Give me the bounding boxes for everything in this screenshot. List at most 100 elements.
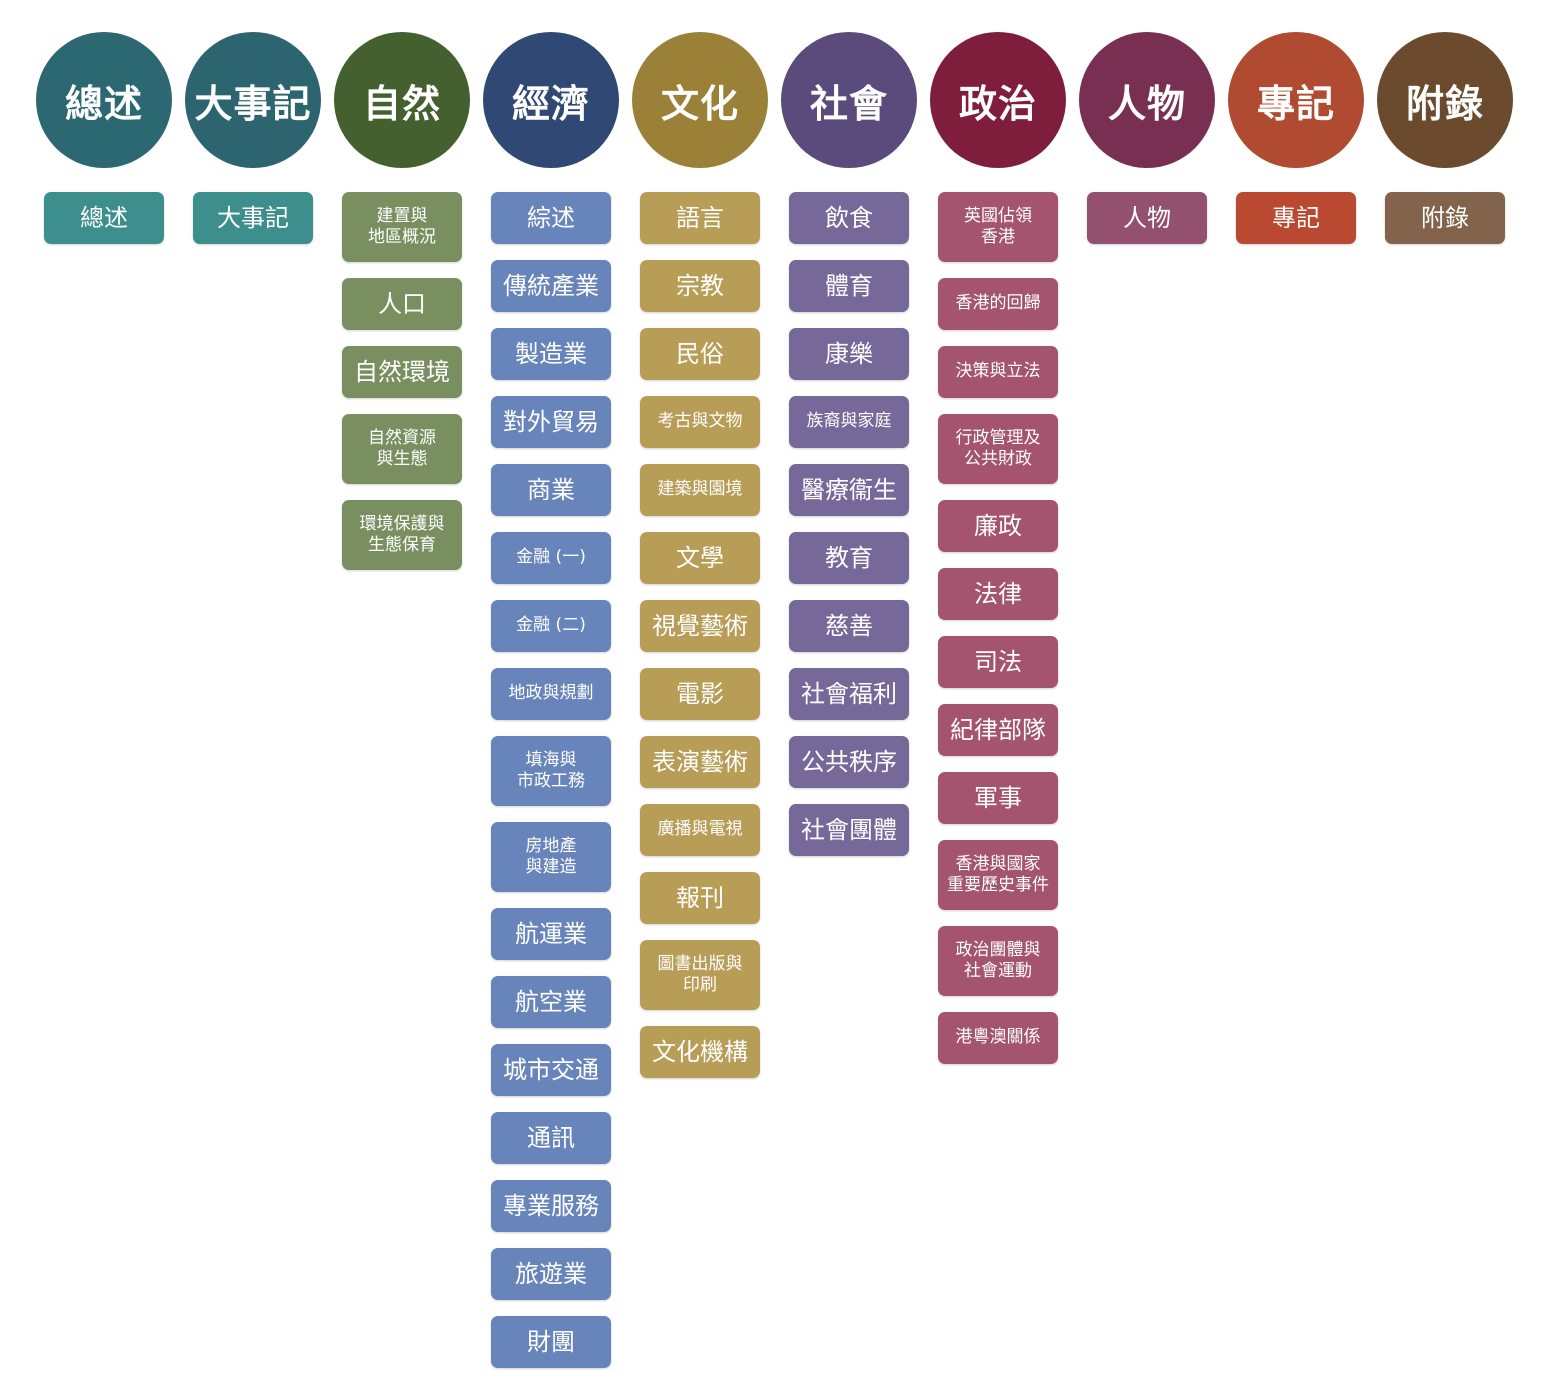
- category-item[interactable]: 專記: [1236, 192, 1356, 244]
- category-item[interactable]: 航空業: [491, 976, 611, 1028]
- category-item[interactable]: 社會團體: [789, 804, 909, 856]
- category-item[interactable]: 財團: [491, 1316, 611, 1368]
- category-item[interactable]: 行政管理及 公共財政: [938, 414, 1058, 484]
- category-item-label: 飲食: [825, 204, 873, 232]
- category-item[interactable]: 慈善: [789, 600, 909, 652]
- category-circle-economy[interactable]: 經濟: [483, 32, 619, 168]
- category-item[interactable]: 建築與園境: [640, 464, 760, 516]
- category-item[interactable]: 表演藝術: [640, 736, 760, 788]
- category-item[interactable]: 文化機構: [640, 1026, 760, 1078]
- category-item[interactable]: 金融 (二): [491, 600, 611, 652]
- category-item[interactable]: 製造業: [491, 328, 611, 380]
- category-item[interactable]: 政治團體與 社會運動: [938, 926, 1058, 996]
- category-item[interactable]: 香港的回歸: [938, 278, 1058, 330]
- category-circle-society[interactable]: 社會: [781, 32, 917, 168]
- category-circle-special[interactable]: 專記: [1228, 32, 1364, 168]
- category-item[interactable]: 港粵澳關係: [938, 1012, 1058, 1064]
- category-item[interactable]: 族裔與家庭: [789, 396, 909, 448]
- category-item[interactable]: 決策與立法: [938, 346, 1058, 398]
- category-item[interactable]: 航運業: [491, 908, 611, 960]
- category-item[interactable]: 社會福利: [789, 668, 909, 720]
- category-item[interactable]: 總述: [44, 192, 164, 244]
- category-item[interactable]: 軍事: [938, 772, 1058, 824]
- category-item[interactable]: 大事記: [193, 192, 313, 244]
- category-item[interactable]: 綜述: [491, 192, 611, 244]
- category-column-people: 人物 人物: [1079, 32, 1215, 244]
- category-items-politics: 英國佔領 香港香港的回歸決策與立法行政管理及 公共財政廉政法律司法紀律部隊軍事香…: [938, 192, 1058, 1064]
- category-item[interactable]: 民俗: [640, 328, 760, 380]
- category-item-label: 語言: [676, 204, 724, 232]
- category-item-label: 製造業: [515, 340, 587, 368]
- category-item[interactable]: 法律: [938, 568, 1058, 620]
- category-item-label: 軍事: [974, 784, 1022, 812]
- category-item[interactable]: 建置與 地區概況: [342, 192, 462, 262]
- category-item[interactable]: 紀律部隊: [938, 704, 1058, 756]
- category-item-label: 法律: [974, 580, 1022, 608]
- category-item[interactable]: 體育: [789, 260, 909, 312]
- category-item[interactable]: 教育: [789, 532, 909, 584]
- category-item[interactable]: 人物: [1087, 192, 1207, 244]
- category-item[interactable]: 房地產 與建造: [491, 822, 611, 892]
- category-circle-appendix[interactable]: 附錄: [1377, 32, 1513, 168]
- category-item-label: 香港與國家 重要歷史事件: [947, 853, 1049, 895]
- category-item[interactable]: 自然環境: [342, 346, 462, 398]
- category-item-label: 房地產 與建造: [525, 835, 577, 877]
- category-item-label: 城市交通: [503, 1056, 599, 1084]
- category-item[interactable]: 地政與規劃: [491, 668, 611, 720]
- category-item[interactable]: 報刊: [640, 872, 760, 924]
- category-items-people: 人物: [1087, 192, 1207, 244]
- category-item[interactable]: 人口: [342, 278, 462, 330]
- category-item[interactable]: 視覺藝術: [640, 600, 760, 652]
- category-item[interactable]: 考古與文物: [640, 396, 760, 448]
- category-item[interactable]: 金融 (一): [491, 532, 611, 584]
- category-items-special: 專記: [1236, 192, 1356, 244]
- category-item-label: 考古與文物: [657, 411, 743, 432]
- category-item-label: 填海與 市政工務: [517, 749, 585, 791]
- category-circle-people[interactable]: 人物: [1079, 32, 1215, 168]
- category-circle-culture[interactable]: 文化: [632, 32, 768, 168]
- category-item-label: 金融 (二): [516, 615, 586, 636]
- category-item[interactable]: 康樂: [789, 328, 909, 380]
- category-item-label: 環境保護與 生態保育: [359, 513, 445, 555]
- category-item[interactable]: 公共秩序: [789, 736, 909, 788]
- category-item-label: 廣播與電視: [657, 819, 743, 840]
- category-item-label: 司法: [974, 648, 1022, 676]
- category-column-nature: 自然建置與 地區概況人口自然環境自然資源 與生態環境保護與 生態保育: [334, 32, 470, 570]
- category-circle-overview[interactable]: 總述: [36, 32, 172, 168]
- category-item-label: 專記: [1272, 204, 1320, 232]
- category-item-label: 地政與規劃: [508, 683, 594, 704]
- category-items-appendix: 附錄: [1385, 192, 1505, 244]
- category-item[interactable]: 旅遊業: [491, 1248, 611, 1300]
- category-item[interactable]: 醫療衞生: [789, 464, 909, 516]
- category-item[interactable]: 文學: [640, 532, 760, 584]
- category-item[interactable]: 電影: [640, 668, 760, 720]
- category-item[interactable]: 語言: [640, 192, 760, 244]
- category-item[interactable]: 宗教: [640, 260, 760, 312]
- category-item[interactable]: 對外貿易: [491, 396, 611, 448]
- category-circle-politics[interactable]: 政治: [930, 32, 1066, 168]
- category-column-politics: 政治英國佔領 香港香港的回歸決策與立法行政管理及 公共財政廉政法律司法紀律部隊軍…: [930, 32, 1066, 1064]
- category-item[interactable]: 填海與 市政工務: [491, 736, 611, 806]
- category-circle-chronicle[interactable]: 大事記: [185, 32, 321, 168]
- category-item-label: 港粵澳關係: [955, 1027, 1041, 1048]
- category-item[interactable]: 環境保護與 生態保育: [342, 500, 462, 570]
- category-item[interactable]: 專業服務: [491, 1180, 611, 1232]
- category-item[interactable]: 香港與國家 重要歷史事件: [938, 840, 1058, 910]
- category-item-label: 廉政: [974, 512, 1022, 540]
- category-item[interactable]: 飲食: [789, 192, 909, 244]
- category-item[interactable]: 傳統產業: [491, 260, 611, 312]
- category-item[interactable]: 商業: [491, 464, 611, 516]
- category-item[interactable]: 廉政: [938, 500, 1058, 552]
- category-circle-nature[interactable]: 自然: [334, 32, 470, 168]
- category-item[interactable]: 附錄: [1385, 192, 1505, 244]
- category-item[interactable]: 圖書出版與 印刷: [640, 940, 760, 1010]
- category-item[interactable]: 城市交通: [491, 1044, 611, 1096]
- category-item-label: 傳統產業: [503, 272, 599, 300]
- category-item[interactable]: 自然資源 與生態: [342, 414, 462, 484]
- category-item[interactable]: 英國佔領 香港: [938, 192, 1058, 262]
- category-column-chronicle: 大事記 大事記: [185, 32, 321, 244]
- category-item-label: 專業服務: [503, 1192, 599, 1220]
- category-item[interactable]: 通訊: [491, 1112, 611, 1164]
- category-item[interactable]: 廣播與電視: [640, 804, 760, 856]
- category-item[interactable]: 司法: [938, 636, 1058, 688]
